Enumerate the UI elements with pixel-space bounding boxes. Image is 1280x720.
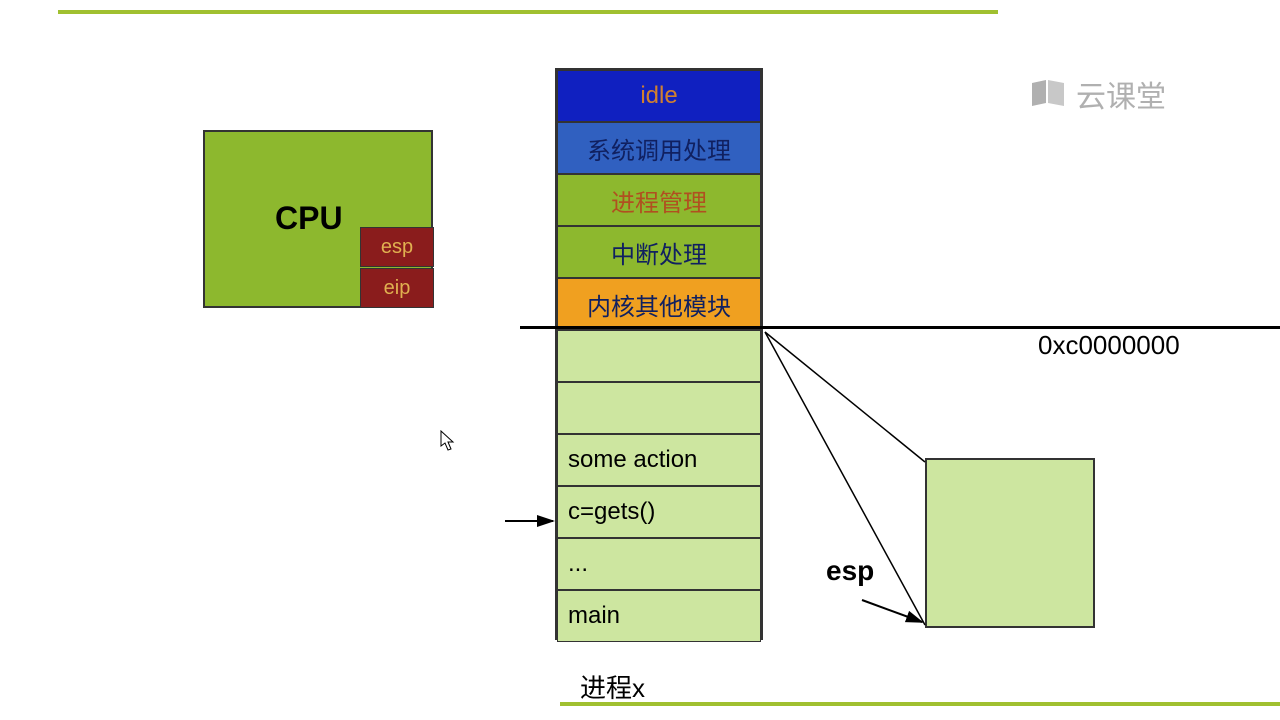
stack-to-heap-1 <box>765 332 925 462</box>
diagram-lines <box>0 0 1280 720</box>
stack-to-heap-2 <box>765 332 925 625</box>
mouse-cursor <box>440 430 456 452</box>
